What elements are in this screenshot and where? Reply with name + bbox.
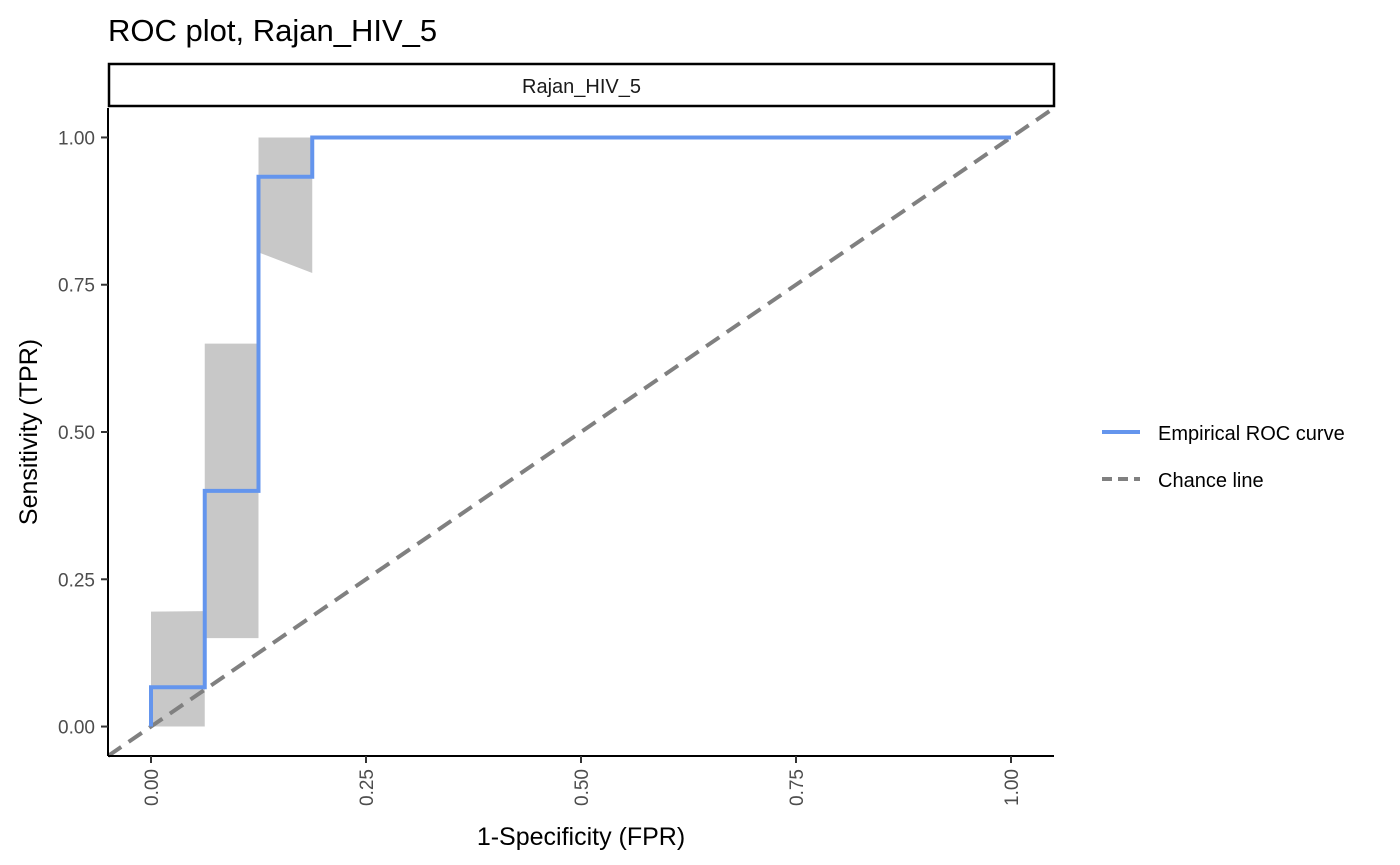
y-tick-label: 1.00 [58,128,95,149]
confidence-bands [151,137,313,727]
chance-line [106,106,1056,758]
confidence-band-2 [258,137,313,273]
chart-title: ROC plot, Rajan_HIV_5 [108,13,437,48]
x-tick-label: 1.00 [1002,769,1023,806]
series-lines [106,106,1056,758]
legend-label-empirical-roc: Empirical ROC curve [1158,423,1345,445]
y-axis-ticks: 0.00 0.25 0.50 0.75 1.00 [58,128,108,739]
facet-strip-label: Rajan_HIV_5 [522,76,641,98]
x-tick-label: 0.00 [142,769,163,806]
x-tick-label: 0.50 [572,769,593,806]
y-tick-label: 0.50 [58,423,95,444]
legend-label-chance-line: Chance line [1158,470,1264,492]
empirical-roc-curve [149,135,1011,727]
x-axis-title: 1-Specificity (FPR) [477,823,685,851]
x-axis-ticks: 0.00 0.25 0.50 0.75 1.00 [142,756,1023,806]
y-axis-title: Sensitivity (TPR) [15,339,43,525]
x-tick-label: 0.75 [787,769,808,806]
facet-strip [107,62,1056,108]
y-tick-label: 0.25 [58,570,95,591]
x-tick-label: 0.25 [357,769,378,806]
y-tick-label: 0.00 [58,718,95,739]
y-tick-label: 0.75 [58,276,95,297]
legend: Empirical ROC curve Chance line [1102,423,1345,492]
